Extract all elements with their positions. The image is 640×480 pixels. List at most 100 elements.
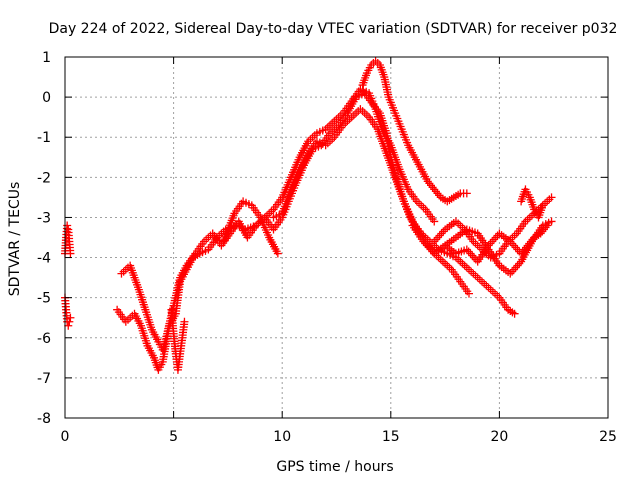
data-point [508, 267, 517, 276]
data-point [539, 225, 548, 234]
data-point [538, 227, 547, 236]
x-axis-label: GPS time / hours [276, 459, 393, 475]
data-point [423, 177, 432, 186]
y-tick-label: 1 [42, 50, 51, 66]
series-arc-e [167, 305, 189, 374]
y-axis-label: SDTVAR / TECUs [7, 182, 23, 297]
y-tick-label: -1 [37, 130, 51, 146]
data-point [372, 105, 381, 114]
data-point [513, 261, 522, 270]
data-point [511, 243, 520, 252]
data-point [538, 201, 547, 210]
data-point [374, 107, 383, 116]
data-point [523, 241, 532, 250]
data-point [369, 101, 378, 110]
data-point [547, 217, 556, 226]
data-point [488, 237, 497, 246]
data-point [515, 259, 524, 268]
grid-layer [65, 57, 608, 418]
y-tick-label: 0 [42, 90, 51, 106]
data-layer [61, 57, 556, 374]
x-tick-label: 5 [169, 429, 178, 445]
data-point [462, 245, 471, 254]
data-point [525, 239, 534, 248]
data-point [518, 247, 527, 256]
data-point [426, 181, 435, 190]
data-point [509, 241, 518, 250]
data-point [180, 317, 189, 326]
data-point [466, 249, 475, 258]
data-point [431, 187, 440, 196]
series-arc-h [358, 57, 471, 206]
data-point [511, 263, 520, 272]
data-point [425, 179, 434, 188]
data-point [489, 235, 498, 244]
data-point [371, 103, 380, 112]
data-point [547, 193, 556, 202]
y-tick-label: -7 [37, 371, 51, 387]
data-point [430, 185, 439, 194]
data-point [437, 229, 446, 238]
x-tick-label: 25 [599, 429, 617, 445]
data-point [464, 247, 473, 256]
data-point [517, 249, 526, 258]
data-point [536, 229, 545, 238]
data-point [426, 245, 435, 254]
data-point [64, 321, 73, 330]
data-point [528, 235, 537, 244]
data-point [506, 269, 515, 278]
x-tick-label: 10 [273, 429, 291, 445]
data-point [508, 239, 517, 248]
chart-title: Day 224 of 2022, Sidereal Day-to-day VTE… [49, 21, 618, 37]
series-arc-d [117, 89, 473, 354]
data-point [65, 317, 74, 326]
y-tick-label: -5 [37, 291, 51, 307]
series-arc-f [219, 197, 282, 258]
data-point [543, 221, 552, 230]
data-point [462, 189, 471, 198]
x-tick-label: 15 [382, 429, 400, 445]
x-tick-label: 20 [490, 429, 508, 445]
data-point [541, 223, 550, 232]
data-point [486, 239, 495, 248]
data-point [66, 313, 75, 322]
data-point [526, 237, 535, 246]
data-point [506, 237, 515, 246]
data-point [513, 245, 522, 254]
y-tick-label: -4 [37, 251, 51, 267]
data-point [273, 249, 282, 258]
data-point [423, 241, 431, 250]
data-point [510, 309, 519, 318]
data-point [522, 243, 531, 252]
data-point [520, 245, 529, 254]
data-point [439, 227, 448, 236]
series-arc-a [61, 221, 75, 258]
series-arc-b [61, 293, 75, 330]
data-point [484, 241, 493, 250]
series-arc-j [430, 193, 556, 262]
data-point [435, 231, 444, 240]
data-point [421, 239, 430, 248]
plot-frame [64, 56, 609, 419]
series-arc-k [441, 221, 552, 266]
data-point [491, 233, 500, 242]
data-point [468, 251, 477, 260]
data-point [470, 253, 479, 262]
data-point [419, 237, 428, 246]
data-point [430, 217, 439, 226]
data-point [433, 189, 442, 198]
x-tick-label: 0 [61, 429, 70, 445]
data-point [433, 233, 442, 242]
y-tick-label: -3 [37, 210, 51, 226]
y-tick-label: -6 [37, 331, 51, 347]
data-point [464, 289, 473, 298]
data-point [66, 249, 75, 258]
y-tick-label: -2 [37, 170, 51, 186]
y-tick-label: -8 [37, 411, 51, 427]
data-point [435, 191, 444, 200]
data-point [509, 265, 518, 274]
series-arc-l [517, 185, 547, 222]
